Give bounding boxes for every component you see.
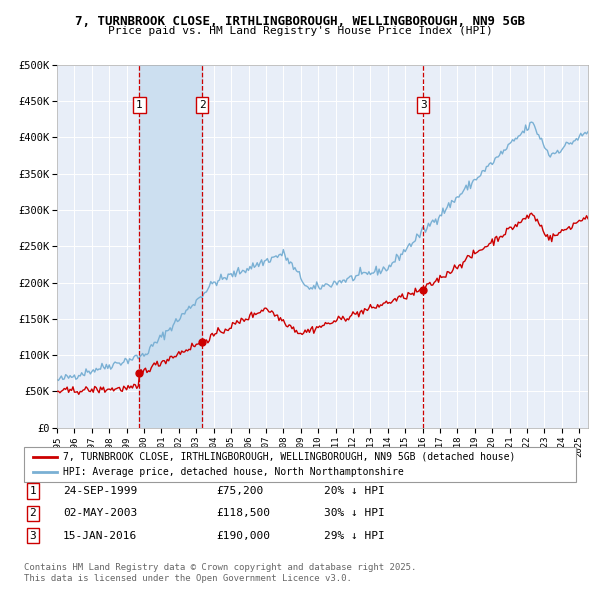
- Text: 15-JAN-2016: 15-JAN-2016: [63, 531, 137, 540]
- Text: This data is licensed under the Open Government Licence v3.0.: This data is licensed under the Open Gov…: [24, 574, 352, 583]
- Text: 7, TURNBROOK CLOSE, IRTHLINGBOROUGH, WELLINGBOROUGH, NN9 5GB (detached house): 7, TURNBROOK CLOSE, IRTHLINGBOROUGH, WEL…: [63, 451, 515, 461]
- Text: £190,000: £190,000: [216, 531, 270, 540]
- Text: £75,200: £75,200: [216, 486, 263, 496]
- Text: 1: 1: [136, 100, 143, 110]
- Text: £118,500: £118,500: [216, 509, 270, 518]
- Text: 2: 2: [29, 509, 37, 518]
- Bar: [139, 65, 202, 428]
- Text: 20% ↓ HPI: 20% ↓ HPI: [324, 486, 385, 496]
- Text: 3: 3: [29, 531, 37, 540]
- Text: 30% ↓ HPI: 30% ↓ HPI: [324, 509, 385, 518]
- Text: 1: 1: [29, 486, 37, 496]
- Text: 3: 3: [420, 100, 427, 110]
- Text: 24-SEP-1999: 24-SEP-1999: [63, 486, 137, 496]
- Text: 29% ↓ HPI: 29% ↓ HPI: [324, 531, 385, 540]
- Text: HPI: Average price, detached house, North Northamptonshire: HPI: Average price, detached house, Nort…: [63, 467, 404, 477]
- Text: 02-MAY-2003: 02-MAY-2003: [63, 509, 137, 518]
- Text: Contains HM Land Registry data © Crown copyright and database right 2025.: Contains HM Land Registry data © Crown c…: [24, 563, 416, 572]
- Text: Price paid vs. HM Land Registry's House Price Index (HPI): Price paid vs. HM Land Registry's House …: [107, 26, 493, 36]
- Text: 2: 2: [199, 100, 205, 110]
- Text: 7, TURNBROOK CLOSE, IRTHLINGBOROUGH, WELLINGBOROUGH, NN9 5GB: 7, TURNBROOK CLOSE, IRTHLINGBOROUGH, WEL…: [75, 15, 525, 28]
